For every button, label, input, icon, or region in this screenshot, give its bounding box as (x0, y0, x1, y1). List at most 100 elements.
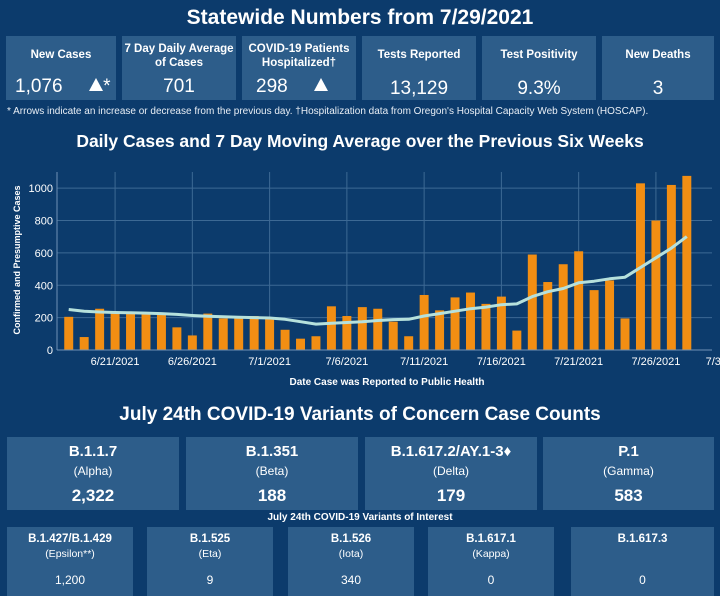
footnote: * Arrows indicate an increase or decreas… (7, 106, 649, 117)
variants-of-concern-title: July 24th COVID-19 Variants of Concern C… (119, 404, 601, 425)
variant-card-epsilon[interactable]: B.1.427/B.1.429 (Epsilon**) 1,200 (7, 527, 133, 596)
variant-count: 2,322 (71, 486, 115, 505)
stat-suffix: * (103, 76, 111, 97)
variant-card-iota[interactable]: B.1.526 (Iota) 340 (288, 527, 414, 596)
variant-card-gamma[interactable]: P.1 (Gamma) 583 (543, 437, 714, 510)
daily-case-bar (388, 321, 398, 350)
variant-name: P.1 (618, 443, 639, 460)
daily-case-bar (682, 175, 692, 350)
daily-case-bar (666, 184, 676, 350)
daily-case-bar (311, 336, 321, 350)
daily-case-bar (79, 337, 89, 350)
daily-case-bar (187, 335, 197, 350)
variant-card-kappa[interactable]: B.1.617.1 (Kappa) 0 (428, 527, 554, 596)
variant-name: B.1.617.2/AY.1-3♦ (390, 443, 512, 460)
daily-case-bar (512, 330, 522, 350)
y-tick-label: 1000 (29, 183, 53, 195)
variant-card-b-1-617-3[interactable]: B.1.617.3 0 (571, 527, 714, 596)
daily-case-bar (450, 297, 460, 350)
daily-cases-chart: 0 200 400 600 800 1000 6/21/2021 6/26/2021 7/1/2… (12, 172, 720, 388)
moving-average-series (68, 235, 688, 326)
stat-value: 3 (652, 78, 664, 99)
x-tick-label: 7/21/2021 (554, 356, 603, 368)
daily-case-bar (249, 316, 259, 350)
variant-alias: (Alpha) (73, 464, 113, 478)
daily-case-bar (64, 316, 74, 350)
x-tick-label: 7/1/2021 (248, 356, 291, 368)
variant-alias: (Eta) (198, 548, 222, 560)
variant-card-alpha[interactable]: B.1.1.7 (Alpha) 2,322 (7, 437, 179, 510)
x-tick-label: 7/31/2021 (706, 356, 720, 368)
x-tick-label: 7/26/2021 (631, 356, 680, 368)
x-tick-label: 7/16/2021 (477, 356, 526, 368)
y-tick-label: 600 (35, 248, 53, 260)
variant-name: B.1.617.1 (466, 533, 516, 545)
stat-card-test-positivity[interactable]: Test Positivity 9.3% (482, 36, 596, 100)
y-tick-label: 800 (35, 216, 53, 228)
stat-value: 701 (163, 76, 195, 97)
stat-card-hospitalized[interactable]: COVID-19 Patients Hospitalized† 298 (242, 36, 356, 100)
stat-card-new-cases[interactable]: New Cases 1,076 * (6, 36, 116, 100)
chart-title: Daily Cases and 7 Day Moving Average ove… (76, 131, 644, 151)
daily-case-bar (156, 313, 166, 350)
variant-alias: (Beta) (255, 464, 289, 478)
variant-name: B.1.351 (245, 443, 299, 460)
y-tick-label: 0 (47, 345, 53, 357)
x-tick-label: 7/6/2021 (325, 356, 368, 368)
stat-value: 298 (256, 76, 288, 97)
stat-label: New Deaths (625, 49, 691, 61)
variant-count: 1,200 (54, 573, 86, 587)
daily-case-bar (172, 327, 182, 350)
bar-series (64, 175, 692, 350)
daily-case-bar (589, 290, 599, 350)
variant-count: 583 (614, 486, 643, 505)
variant-alias: (Iota) (338, 548, 364, 560)
daily-case-bar (342, 316, 352, 350)
daily-case-bar (651, 220, 661, 350)
daily-case-bar (296, 338, 305, 350)
stat-card-7-day-average[interactable]: 7 Day Daily Average of Cases 701 (122, 36, 236, 100)
variant-name: B.1.427/B.1.429 (28, 533, 112, 545)
arrow-up-icon (314, 78, 329, 91)
daily-case-bar (95, 308, 105, 350)
variant-name: B.1.617.3 (617, 533, 668, 545)
arrow-up-icon (89, 78, 104, 91)
stat-value: 13,129 (389, 78, 449, 99)
variant-card-delta[interactable]: B.1.617.2/AY.1-3♦ (Delta) 179 (365, 437, 537, 510)
variant-count: 9 (206, 573, 214, 587)
x-tick-label: 6/26/2021 (168, 356, 217, 368)
daily-case-bar (605, 280, 615, 350)
stat-label: Test Positivity (500, 49, 578, 61)
x-tick-label: 7/11/2021 (400, 356, 448, 368)
daily-case-bar (110, 311, 120, 350)
variant-count: 0 (639, 573, 646, 587)
y-axis-label: Confirmed and Presumptive Cases (12, 185, 22, 334)
daily-case-bar (496, 296, 506, 350)
variant-count: 179 (436, 486, 466, 505)
variant-count: 340 (340, 573, 362, 587)
stat-card-new-deaths[interactable]: New Deaths 3 (602, 36, 714, 100)
variant-alias: (Kappa) (472, 548, 510, 560)
stat-card-tests-reported[interactable]: Tests Reported 13,129 (362, 36, 476, 100)
daily-case-bar (234, 317, 244, 350)
y-tick-label: 200 (35, 313, 53, 325)
daily-case-bar (558, 264, 568, 350)
daily-case-bar (543, 282, 553, 350)
daily-case-bar (265, 318, 275, 350)
variant-card-eta[interactable]: B.1.525 (Eta) 9 (147, 527, 273, 596)
daily-case-bar (435, 310, 445, 350)
variant-name: B.1.526 (330, 533, 372, 545)
variant-card-beta[interactable]: B.1.351 (Beta) 188 (186, 437, 358, 510)
variant-name: B.1.1.7 (68, 443, 118, 460)
variant-count: 188 (257, 486, 287, 505)
variant-alias: (Gamma) (603, 464, 654, 478)
x-axis-label: Date Case was Reported to Public Health (289, 377, 484, 388)
daily-case-bar (481, 303, 491, 350)
y-tick-label: 400 (35, 280, 53, 292)
variants-of-interest-title: July 24th COVID-19 Variants of Interest (267, 512, 453, 523)
variant-alias: (Epsilon**) (45, 548, 95, 560)
variant-alias: (Delta) (432, 464, 469, 478)
daily-case-bar (466, 292, 475, 350)
stat-value-row: 1,076 * (15, 76, 116, 98)
daily-case-bar (141, 312, 151, 350)
